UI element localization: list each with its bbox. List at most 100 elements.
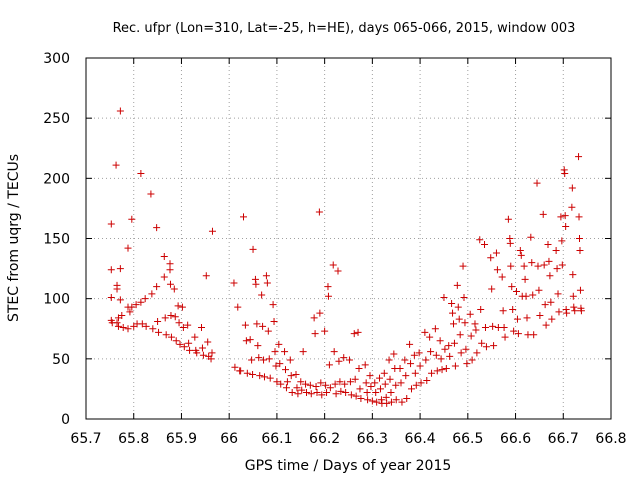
data-point <box>427 348 435 356</box>
data-point <box>294 390 302 398</box>
data-point <box>265 355 273 363</box>
data-point <box>293 384 301 392</box>
data-point <box>276 360 284 368</box>
data-point <box>208 227 216 235</box>
data-point <box>242 337 250 345</box>
data-point <box>481 241 489 249</box>
data-point <box>287 372 295 380</box>
data-point <box>351 375 359 383</box>
data-point <box>116 107 124 115</box>
data-point <box>363 389 371 397</box>
data-point <box>174 302 182 310</box>
y-tick-label: 300 <box>43 51 70 67</box>
data-point <box>153 224 161 232</box>
data-point <box>571 307 579 315</box>
axis-ticks: 65.7 65.8 65.9 66 66.1 66.2 66.3 66.4 66.5 66.6 66… <box>43 51 626 447</box>
data-point <box>442 364 450 372</box>
data-point <box>160 253 168 261</box>
data-point <box>416 362 424 370</box>
data-point <box>454 303 462 311</box>
data-point <box>466 310 474 318</box>
data-point <box>412 381 420 389</box>
data-point <box>500 324 508 332</box>
data-point <box>546 272 554 280</box>
data-point <box>313 389 321 397</box>
data-point <box>292 370 300 378</box>
data-point <box>116 296 124 304</box>
data-point <box>341 380 349 388</box>
data-point <box>397 379 405 387</box>
x-tick-label: 66.8 <box>595 431 626 447</box>
data-point <box>390 350 398 358</box>
data-point <box>119 324 127 332</box>
data-point <box>112 161 120 169</box>
data-point <box>180 343 188 351</box>
data-point <box>191 333 199 341</box>
data-point <box>262 272 270 280</box>
data-point <box>270 318 278 326</box>
y-axis-label: STEC from uqrg / TECUs <box>6 154 22 322</box>
data-point <box>315 208 323 216</box>
data-point <box>271 348 279 356</box>
data-point <box>249 370 257 378</box>
data-point <box>149 325 157 333</box>
data-point <box>273 378 281 386</box>
data-point <box>132 301 140 309</box>
data-point <box>530 331 538 339</box>
data-point <box>513 287 520 295</box>
data-point <box>417 379 425 387</box>
data-point <box>445 342 453 350</box>
data-point <box>396 364 404 372</box>
data-point <box>329 261 337 269</box>
data-point <box>368 397 376 405</box>
data-point <box>381 380 389 388</box>
data-point <box>355 364 363 372</box>
data-point <box>124 325 132 333</box>
data-point <box>382 393 390 401</box>
data-point <box>332 390 340 398</box>
data-point <box>385 356 393 364</box>
data-point <box>234 303 242 311</box>
data-point <box>477 305 485 313</box>
data-point <box>459 262 467 270</box>
data-point <box>357 395 365 403</box>
data-point <box>162 331 170 339</box>
data-point <box>241 321 249 329</box>
data-point <box>569 271 577 279</box>
data-point <box>492 249 500 257</box>
chart-title: Rec. ufpr (Lon=310, Lat=-25, h=HE), days… <box>113 21 576 36</box>
data-point <box>402 372 410 380</box>
data-point <box>468 356 476 364</box>
x-tick-label: 66.2 <box>309 431 340 447</box>
data-point <box>258 291 266 299</box>
data-point <box>371 379 379 387</box>
data-point <box>376 385 384 393</box>
data-point <box>166 280 174 288</box>
data-point <box>283 378 291 386</box>
data-point <box>517 251 525 259</box>
data-point <box>282 366 289 374</box>
data-point <box>331 380 339 388</box>
data-point <box>387 398 395 406</box>
data-point <box>544 241 552 249</box>
data-point <box>410 351 418 359</box>
data-point <box>516 247 524 255</box>
data-point <box>421 328 429 336</box>
data-point <box>340 354 348 362</box>
data-point <box>493 266 501 274</box>
data-point <box>128 303 136 311</box>
data-point <box>387 389 395 397</box>
data-point <box>401 356 409 364</box>
data-point <box>297 378 305 386</box>
x-tick-label: 66.5 <box>452 431 483 447</box>
x-tick-label: 66 <box>220 431 238 447</box>
data-point <box>126 308 134 316</box>
data-point <box>457 349 465 357</box>
data-point <box>547 298 555 306</box>
data-point <box>263 279 271 287</box>
data-point <box>478 339 486 347</box>
data-point <box>350 330 358 338</box>
data-point <box>114 322 122 330</box>
data-point <box>337 387 345 395</box>
data-point <box>178 303 186 311</box>
